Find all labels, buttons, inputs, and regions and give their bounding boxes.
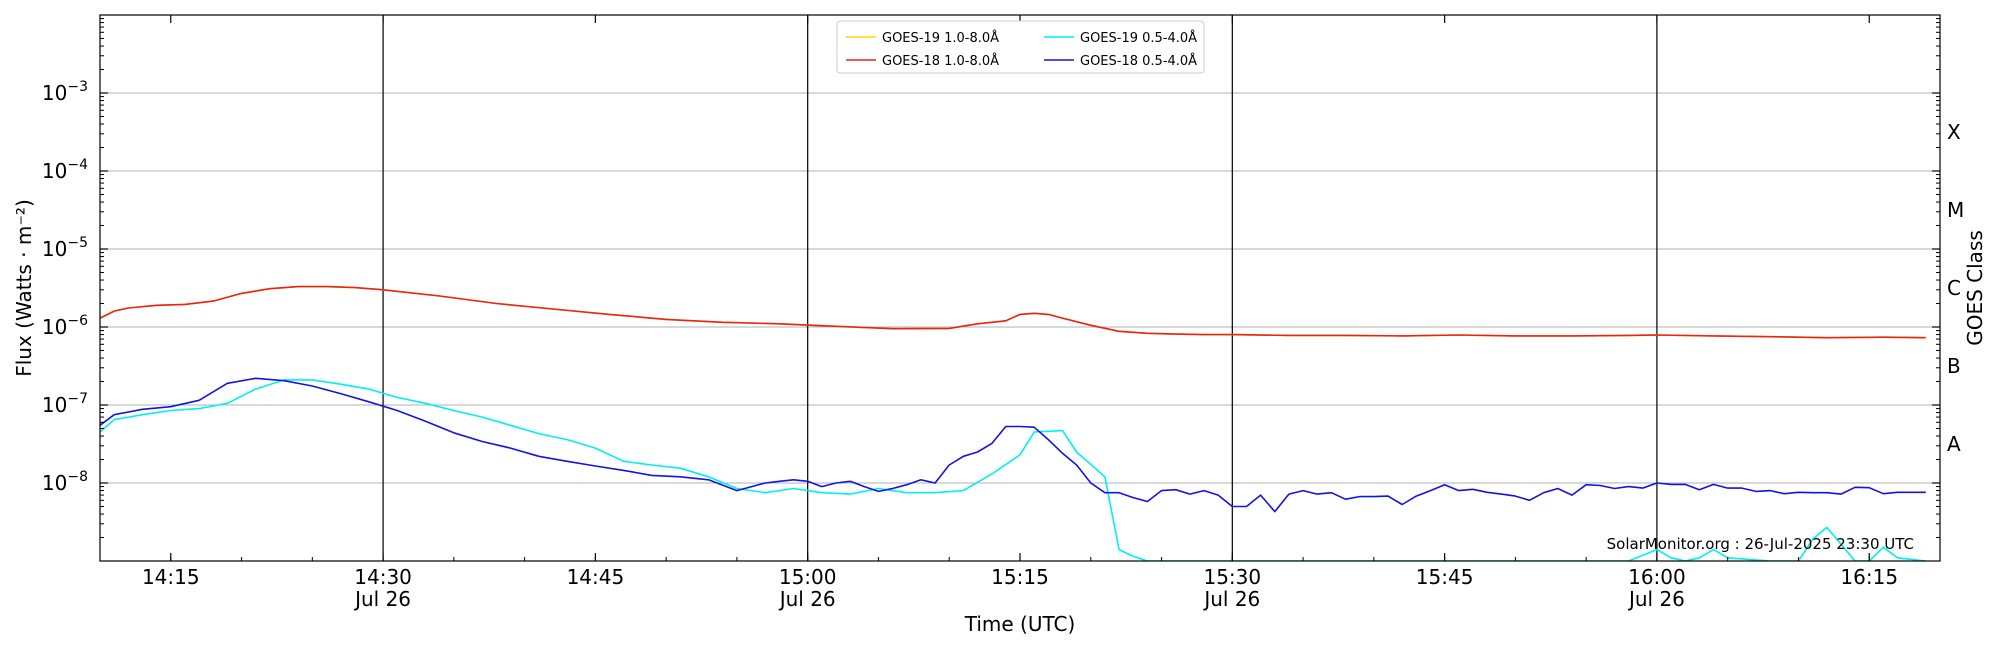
goes-class-label-c: C <box>1947 276 1961 300</box>
y-tick-base: 10 <box>42 159 67 183</box>
x-axis-title: Time (UTC) <box>964 612 1076 636</box>
x-tick-label: 15:45 <box>1416 565 1474 589</box>
tick-layer <box>99 15 1941 561</box>
series-line-2 <box>100 379 1926 561</box>
legend-label: GOES-19 1.0-8.0Å <box>882 30 999 46</box>
x-tick-label: 14:30 <box>354 565 412 589</box>
y-tick-exponent: −6 <box>67 313 88 329</box>
y-tick-label: 10−5 <box>42 235 88 261</box>
x-tick-date-label: Jul 26 <box>778 587 836 611</box>
x-tick-label: 16:15 <box>1840 565 1898 589</box>
x-tick-label: 14:15 <box>142 565 200 589</box>
y-axis-right-title: GOES Class <box>1963 230 1987 346</box>
legend-label: GOES-18 0.5-4.0Å <box>1080 53 1197 69</box>
grid-layer <box>100 92 1940 484</box>
y-tick-exponent: −3 <box>67 79 88 95</box>
y-tick-exponent: −5 <box>67 235 88 251</box>
y-tick-exponent: −8 <box>67 469 88 485</box>
series-layer <box>100 285 1926 561</box>
legend-box <box>836 20 1205 74</box>
y-axis-title: Flux (Watts · m⁻²) <box>12 199 36 377</box>
y-tick-label: 10−8 <box>42 469 88 495</box>
y-tick-label: 10−7 <box>42 391 88 417</box>
x-tick-label: 14:45 <box>567 565 625 589</box>
goes-class-label-b: B <box>1947 354 1961 378</box>
goes-class-label-m: M <box>1947 198 1964 222</box>
x-tick-label: 15:30 <box>1203 565 1261 589</box>
credit-text: SolarMonitor.org : 26-Jul-2025 23:30 UTC <box>1607 535 1914 553</box>
series-line-3 <box>100 377 1926 513</box>
x-tick-date-label: Jul 26 <box>1627 587 1685 611</box>
plot-frame <box>99 14 1941 562</box>
y-tick-label: 10−3 <box>42 79 88 105</box>
x-tick-label: 15:15 <box>991 565 1049 589</box>
y-tick-exponent: −7 <box>67 391 88 407</box>
y-tick-label: 10−4 <box>42 157 88 183</box>
y-tick-base: 10 <box>42 393 67 417</box>
legend: GOES-19 1.0-8.0Å GOES-18 1.0-8.0Å GOES-19 … <box>836 20 1205 74</box>
series-line-0 <box>100 285 1926 339</box>
y-tick-base: 10 <box>42 81 67 105</box>
goes-class-label-x: X <box>1947 120 1961 144</box>
x-tick-date-label: Jul 26 <box>1202 587 1260 611</box>
legend-label: GOES-19 0.5-4.0Å <box>1080 30 1197 46</box>
series-line-1 <box>100 285 1926 339</box>
x-tick-label: 15:00 <box>779 565 837 589</box>
y-tick-exponent: −4 <box>67 157 88 173</box>
y-tick-label: 10−6 <box>42 313 88 339</box>
goes-class-label-a: A <box>1947 432 1961 456</box>
y-tick-base: 10 <box>42 237 67 261</box>
x-tick-label: 16:00 <box>1628 565 1686 589</box>
x-tick-date-label: Jul 26 <box>353 587 411 611</box>
y-tick-base: 10 <box>42 471 67 495</box>
y-tick-base: 10 <box>42 315 67 339</box>
vertical-lines-layer <box>382 15 1658 561</box>
legend-label: GOES-18 1.0-8.0Å <box>882 53 999 69</box>
